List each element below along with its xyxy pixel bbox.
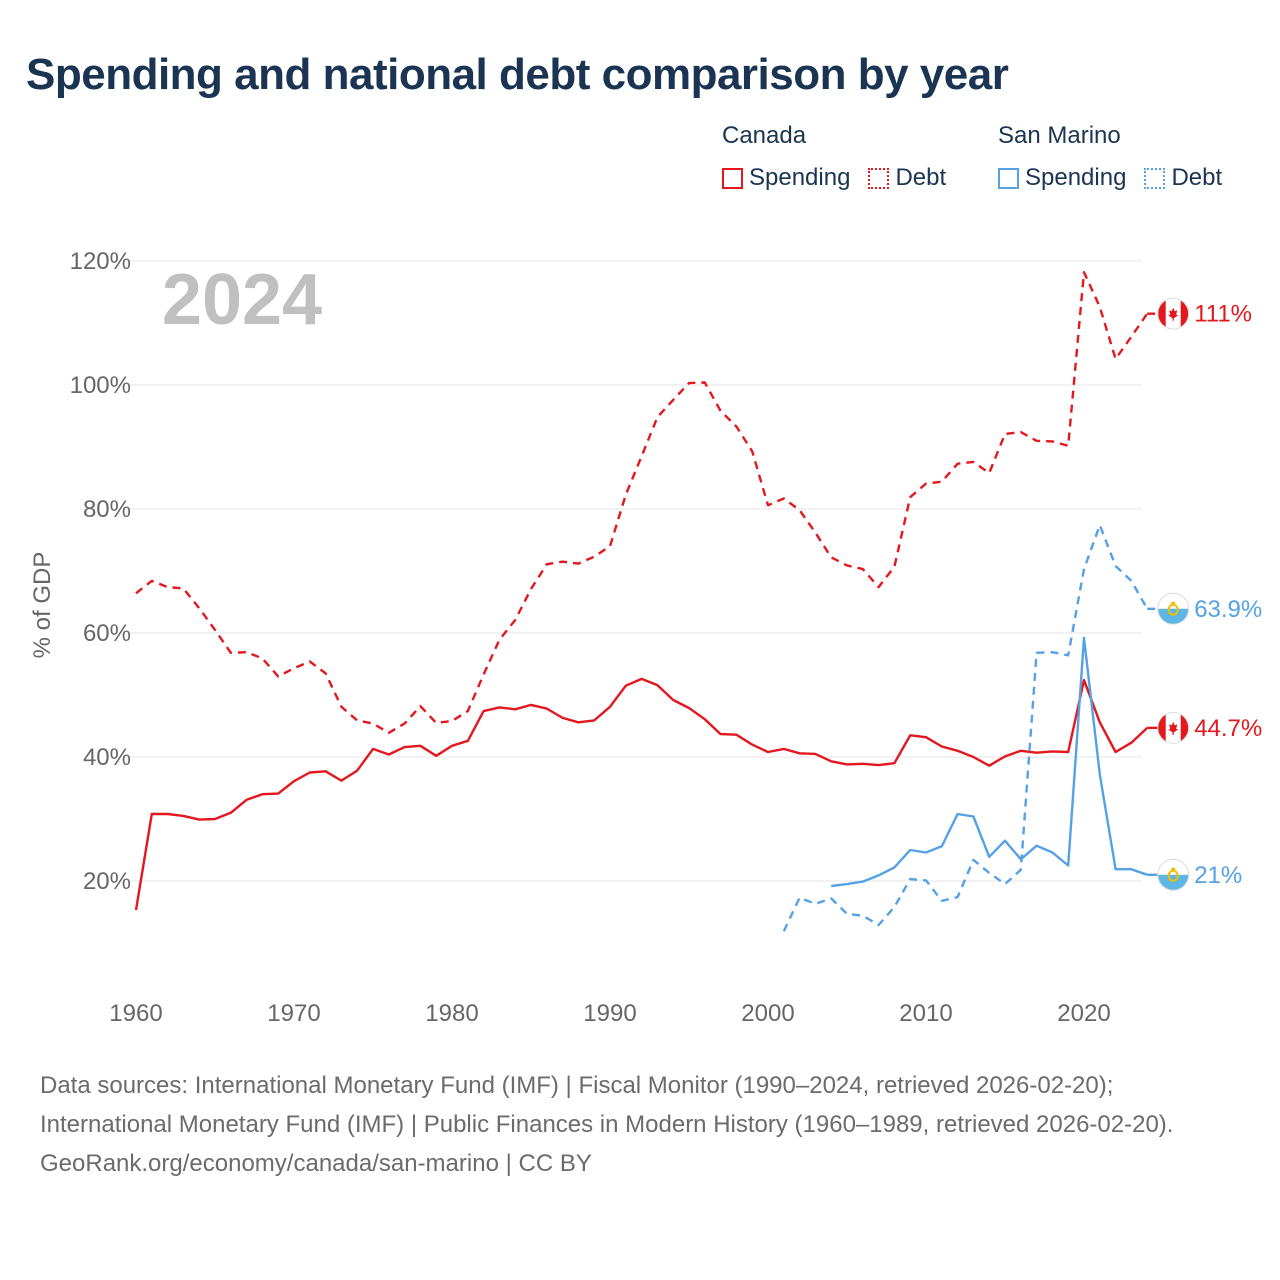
legend-item-san-marino-spending[interactable]: Spending	[998, 164, 1126, 192]
x-tick-label: 2010	[899, 1000, 952, 1027]
sources-text: Data sources: International Monetary Fun…	[40, 1072, 1174, 1138]
y-tick-label: 40%	[83, 744, 131, 771]
y-axis-ticks: 20% 40% 60% 80% 100% 120%	[70, 248, 131, 895]
x-tick-label: 2000	[741, 1000, 794, 1027]
x-tick-label: 2020	[1057, 1000, 1110, 1027]
year-watermark: 2024	[162, 260, 322, 340]
legend-item-canada-debt[interactable]: Debt	[868, 164, 946, 192]
canada-debt-line[interactable]	[135, 271, 1149, 734]
legend-item-canada-spending[interactable]: Spending	[722, 164, 850, 192]
y-axis-label: % of GDP	[29, 552, 56, 659]
end-value-label: 63.9%	[1194, 596, 1262, 623]
legend-item-label: Spending	[1025, 164, 1127, 191]
san-marino-flag-icon	[1157, 858, 1190, 891]
canada-flag-icon	[1157, 711, 1190, 744]
x-tick-label: 1970	[267, 1000, 320, 1027]
legend-item-label: Debt	[1171, 164, 1223, 191]
legend-group-label: San Marino	[998, 122, 1121, 149]
attribution-link[interactable]: GeoRank.org/economy/canada/san-marino | …	[40, 1150, 592, 1177]
legend-item-san-marino-debt[interactable]: Debt	[1144, 164, 1222, 192]
legend-san-marino: San Marino Spending Debt	[998, 122, 1222, 192]
series-lines	[134, 271, 1149, 932]
y-tick-label: 100%	[70, 372, 131, 399]
end-labels: 111% 44.7% 63.9% 21%	[1147, 297, 1262, 891]
legend-canada: Canada Spending Debt	[722, 122, 964, 192]
x-tick-label: 1990	[583, 1000, 636, 1027]
canada-spending-line[interactable]	[134, 677, 1149, 911]
legend-group-label: Canada	[722, 122, 807, 149]
legend-item-label: Debt	[895, 164, 947, 191]
chart-title: Spending and national debt comparison by…	[26, 50, 1009, 99]
y-tick-label: 60%	[83, 620, 131, 647]
legend-swatch-solid	[998, 167, 1019, 189]
y-tick-label: 80%	[83, 496, 131, 523]
y-tick-label: 120%	[70, 248, 131, 275]
san-marino-spending-line[interactable]	[831, 636, 1148, 888]
legend-swatch-solid	[722, 167, 743, 189]
legend-swatch-dotted	[868, 167, 890, 189]
gridlines	[130, 260, 1142, 882]
line-chart: 2024 % of GDP 20%40%60%80%100%120% 1960 1…	[29, 248, 1262, 1027]
end-value-label: 44.7%	[1194, 715, 1262, 742]
san-marino-flag-icon	[1157, 592, 1190, 625]
x-tick-label: 1960	[109, 1000, 162, 1027]
data-sources: Data sources: International Monetary Fun…	[40, 1066, 1240, 1183]
end-value-label: 111%	[1194, 301, 1252, 328]
san-marino-debt-line[interactable]	[782, 523, 1149, 932]
end-value-label: 21%	[1194, 862, 1242, 889]
y-tick-label: 20%	[83, 868, 131, 895]
canada-flag-icon	[1157, 297, 1190, 330]
legend-swatch-dotted	[1144, 167, 1166, 189]
legend-item-label: Spending	[749, 164, 851, 191]
x-axis-ticks: 1960 1970 1980 1990 2000 2010 2020	[109, 1000, 1110, 1027]
x-tick-label: 1980	[425, 1000, 478, 1027]
